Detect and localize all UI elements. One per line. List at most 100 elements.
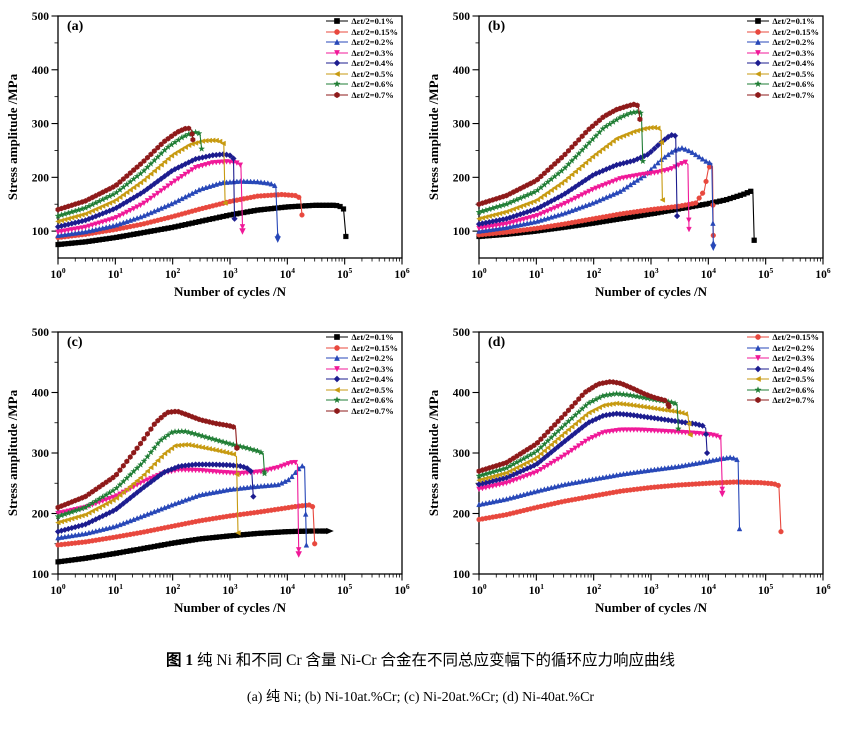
triangle-up-marker — [593, 198, 599, 205]
diamond-marker — [113, 505, 120, 513]
hexagon-marker — [334, 407, 341, 414]
triangle-left-marker — [82, 211, 89, 217]
triangle-down-marker — [755, 355, 762, 362]
hexagon-marker — [565, 147, 571, 154]
legend-label: Δεt/2=0.2% — [772, 37, 815, 48]
diamond-marker — [137, 486, 144, 493]
triangle-left-marker — [235, 530, 241, 536]
triangle-down-marker — [110, 494, 116, 501]
triangle-down-marker — [271, 465, 278, 472]
star-marker — [247, 445, 255, 452]
hexagon-marker — [572, 399, 578, 406]
triangle-down-marker — [527, 471, 534, 478]
legend-marker — [326, 407, 349, 414]
triangle-up-marker — [600, 195, 606, 202]
star-marker — [592, 132, 600, 139]
hexagon-marker — [545, 429, 551, 435]
square-marker — [334, 334, 341, 341]
hexagon-marker — [141, 435, 147, 442]
triangle-down-marker — [103, 497, 109, 503]
y-tick-label: 300 — [453, 119, 471, 131]
triangle-up-marker — [244, 178, 250, 184]
star-marker — [613, 390, 621, 397]
triangle-down-marker — [106, 496, 113, 502]
star-marker — [116, 481, 124, 488]
panel-c: 100 101 102 103 104 105 106 100 200 300 400 500 Numb… — [4, 322, 416, 618]
legend-label: Δεt/2=0.1% — [351, 16, 394, 27]
triangle-down-marker — [555, 456, 561, 463]
triangle-down-marker — [254, 469, 261, 475]
triangle-down-marker — [558, 454, 565, 461]
series-markers — [55, 442, 241, 536]
triangle-left-marker — [158, 454, 164, 460]
triangle-down-marker — [220, 469, 226, 476]
figure-subcaption: (a) 纯 Ni; (b) Ni-10at.%Cr; (c) Ni-20at.%… — [246, 690, 595, 705]
y-tick-label: 100 — [32, 226, 50, 238]
triangle-down-marker — [524, 215, 530, 222]
chart-grid: 100 101 102 103 104 105 106 100 200 300 400 500 Numb… — [0, 6, 841, 624]
triangle-down-marker — [624, 174, 630, 181]
triangle-down-marker — [620, 175, 627, 181]
triangle-up-marker — [703, 158, 709, 164]
x-axis-label: Number of cycles /N — [174, 284, 287, 299]
triangle-down-marker — [596, 431, 603, 438]
triangle-left-marker — [168, 153, 175, 159]
star-marker — [571, 153, 579, 161]
legend-marker — [326, 28, 349, 35]
triangle-up-marker — [689, 149, 696, 155]
triangle-left-marker — [161, 450, 168, 457]
star-marker — [633, 392, 641, 400]
x-tick-label: 103 — [222, 582, 238, 597]
hexagon-marker — [569, 403, 575, 410]
triangle-down-marker — [239, 224, 246, 230]
x-tick-label: 100 — [471, 266, 487, 281]
x-tick-label: 105 — [337, 266, 353, 281]
triangle-down-marker — [117, 213, 123, 219]
triangle-down-marker — [534, 212, 541, 219]
series-markers — [476, 124, 665, 222]
diamond-marker — [133, 489, 141, 496]
triangle-up-marker — [651, 163, 658, 169]
triangle-down-marker — [155, 190, 161, 197]
triangle-left-marker — [151, 168, 157, 174]
triangle-down-marker — [289, 460, 295, 466]
chart-panel-d: 100 101 102 103 104 105 106 100 200 300 400 500 Numb… — [426, 327, 831, 615]
triangle-down-marker — [565, 450, 572, 456]
legend-marker — [326, 396, 349, 404]
triangle-left-marker — [538, 451, 544, 457]
x-tick-label: 101 — [529, 266, 545, 281]
triangle-left-marker — [565, 174, 572, 181]
triangle-down-marker — [210, 469, 216, 475]
legend-label: Δεt/2=0.7% — [351, 89, 394, 100]
legend-marker — [747, 376, 770, 383]
triangle-left-marker — [106, 499, 113, 505]
triangle-down-marker — [134, 204, 140, 210]
y-tick-label: 100 — [453, 226, 471, 238]
hexagon-marker — [548, 425, 554, 432]
series-markers — [476, 159, 692, 233]
triangle-left-marker — [134, 182, 140, 188]
triangle-down-marker — [514, 218, 520, 225]
triangle-left-marker — [582, 160, 589, 166]
triangle-up-marker — [655, 159, 661, 166]
triangle-down-marker — [227, 470, 233, 476]
triangle-down-marker — [520, 216, 527, 223]
series-markers — [476, 101, 643, 208]
diamond-marker — [534, 460, 541, 467]
diamond-marker — [250, 493, 257, 500]
plot-frame — [57, 15, 403, 259]
star-marker — [113, 484, 120, 492]
triangle-left-marker — [161, 159, 168, 165]
star-marker — [254, 447, 261, 454]
legend-marker — [326, 355, 349, 362]
triangle-down-marker — [631, 427, 637, 433]
diamond-marker — [554, 443, 562, 450]
triangle-up-marker — [334, 355, 341, 362]
star-marker — [144, 163, 151, 171]
diamond-marker — [673, 212, 681, 220]
triangle-down-marker — [275, 464, 281, 471]
triangle-left-marker — [113, 495, 120, 501]
series-markers — [55, 462, 310, 548]
triangle-down-marker — [562, 200, 568, 207]
triangle-left-marker — [165, 448, 171, 454]
